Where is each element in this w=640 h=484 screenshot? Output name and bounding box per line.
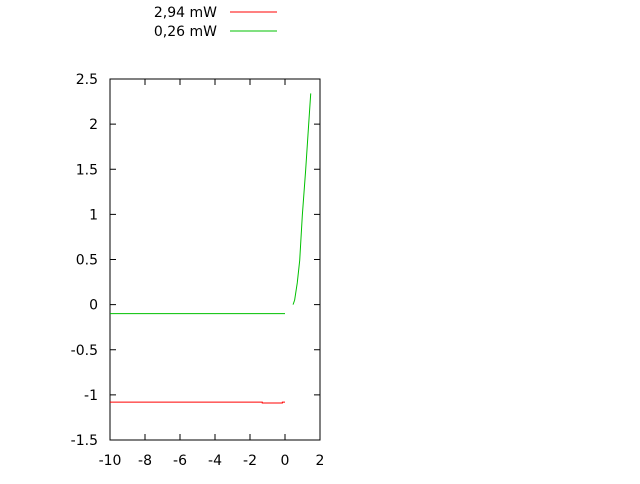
y-tick-label: 0	[89, 298, 98, 314]
series-line	[110, 401, 285, 404]
plot-frame	[109, 78, 321, 441]
y-tick-label: -1	[84, 388, 98, 404]
y-tick-label: 2.5	[76, 72, 98, 88]
x-tick-label: 0	[281, 453, 290, 469]
x-tick-label: -4	[208, 453, 222, 469]
x-tick-label: 2	[316, 453, 325, 469]
y-tick-label: 2	[89, 117, 98, 133]
series-line	[292, 93, 312, 305]
y-tick-label: -1.5	[71, 433, 98, 449]
y-tick-label: 1.5	[76, 162, 98, 178]
x-tick-label: -6	[173, 453, 187, 469]
y-tick-label: 1	[89, 207, 98, 223]
legend-label: 2,94 mW	[154, 5, 217, 21]
x-tick-label: -8	[138, 453, 152, 469]
legend-label: 0,26 mW	[154, 24, 217, 40]
x-tick-label: -10	[99, 453, 122, 469]
y-tick-label: -0.5	[71, 343, 98, 359]
x-tick-label: -2	[243, 453, 257, 469]
y-tick-label: 0.5	[76, 253, 98, 269]
